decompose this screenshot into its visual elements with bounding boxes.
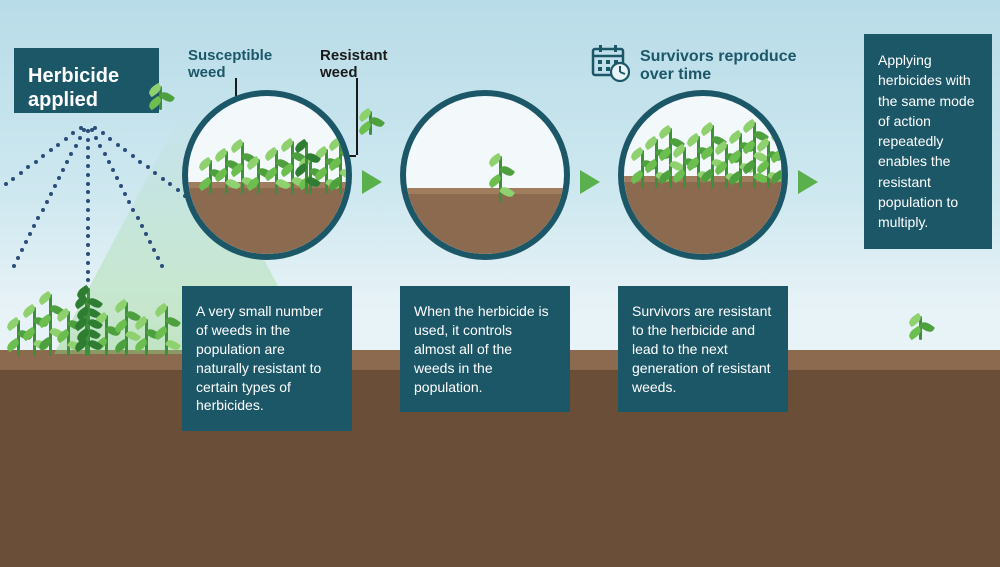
- plant-icon: [296, 136, 316, 194]
- spray-droplet: [161, 177, 165, 181]
- spray-droplet: [86, 208, 90, 212]
- spray-droplet: [148, 240, 152, 244]
- spray-droplet: [156, 256, 160, 260]
- spray-droplet: [136, 216, 140, 220]
- spray-droplet: [144, 232, 148, 236]
- stage-circle-1: [182, 90, 352, 260]
- caption-text-3: Survivors are resistant to the herbicide…: [632, 303, 771, 395]
- spray-droplet: [86, 217, 90, 221]
- spray-droplet: [19, 171, 23, 175]
- plant-icon: [360, 105, 380, 135]
- spray-droplet: [41, 208, 45, 212]
- spray-droplet: [12, 264, 16, 268]
- caption-box-stage1: A very small number of weeds in the popu…: [182, 286, 352, 431]
- spray-droplet: [107, 160, 111, 164]
- spray-droplet: [86, 164, 90, 168]
- plant-icon: [910, 310, 930, 340]
- caption-text-2: When the herbicide is used, it controls …: [414, 303, 549, 395]
- spray-droplet: [86, 182, 90, 186]
- spray-droplet: [140, 224, 144, 228]
- spray-droplet: [11, 177, 15, 181]
- header-box-herbicide-applied: Herbicide applied: [14, 48, 159, 113]
- arrow-1-2: [362, 170, 382, 194]
- spray-droplet: [20, 248, 24, 252]
- calendar-clock-icon: [590, 42, 630, 82]
- stage-circle-3: [618, 90, 788, 260]
- plant-icon: [156, 300, 176, 356]
- spray-droplet: [111, 168, 115, 172]
- spray-droplet: [16, 256, 20, 260]
- spray-droplet: [119, 184, 123, 188]
- plant-icon: [116, 296, 136, 356]
- spray-droplet: [116, 143, 120, 147]
- spray-droplet: [56, 143, 60, 147]
- plant-icon: [136, 313, 156, 356]
- spray-droplet: [131, 154, 135, 158]
- spray-droplet: [176, 188, 180, 192]
- spray-droplet: [4, 182, 8, 186]
- spray-droplet: [86, 173, 90, 177]
- spray-droplet: [152, 248, 156, 252]
- spray-droplet: [49, 192, 53, 196]
- plant-icon: [40, 288, 60, 356]
- label-susceptible-weed: Susceptible weed: [188, 48, 288, 81]
- spray-droplet: [53, 184, 57, 188]
- pointer-resistant-v: [356, 78, 358, 155]
- spray-droplet: [34, 160, 38, 164]
- spray-droplet: [24, 240, 28, 244]
- caption-box-final: Applying herbicides with the same mode o…: [864, 34, 992, 249]
- spray-droplet: [86, 252, 90, 256]
- arrow-3-final: [798, 170, 818, 194]
- plant-icon: [490, 150, 510, 202]
- spray-droplet: [45, 200, 49, 204]
- spray-droplet: [115, 176, 119, 180]
- spray-droplet: [123, 192, 127, 196]
- spray-droplet: [41, 154, 45, 158]
- spray-droplet: [86, 138, 90, 142]
- spray-droplet: [28, 232, 32, 236]
- caption-text-1: A very small number of weeds in the popu…: [196, 303, 323, 413]
- stage-circle-2: [400, 90, 570, 260]
- spray-droplet: [64, 137, 68, 141]
- arrow-2-3: [580, 170, 600, 194]
- spray-droplet: [49, 148, 53, 152]
- spray-droplet: [86, 261, 90, 265]
- label-resistant-weed: Resistant weed: [320, 48, 410, 81]
- plant-icon: [78, 282, 98, 356]
- spray-droplet: [103, 152, 107, 156]
- spray-droplet: [86, 270, 90, 274]
- spray-droplet: [57, 176, 61, 180]
- header-box-text: Herbicide applied: [28, 65, 119, 111]
- label-survivors-reproduce: Survivors reproduce over time: [640, 48, 820, 85]
- spray-droplet: [78, 136, 82, 140]
- spray-droplet: [160, 264, 164, 268]
- spray-droplet: [86, 226, 90, 230]
- spray-droplet: [74, 144, 78, 148]
- caption-box-stage2: When the herbicide is used, it controls …: [400, 286, 570, 412]
- plant-icon: [150, 80, 170, 110]
- spray-droplet: [32, 224, 36, 228]
- caption-box-stage3: Survivors are resistant to the herbicide…: [618, 286, 788, 412]
- caption-text-final: Applying herbicides with the same mode o…: [878, 52, 975, 230]
